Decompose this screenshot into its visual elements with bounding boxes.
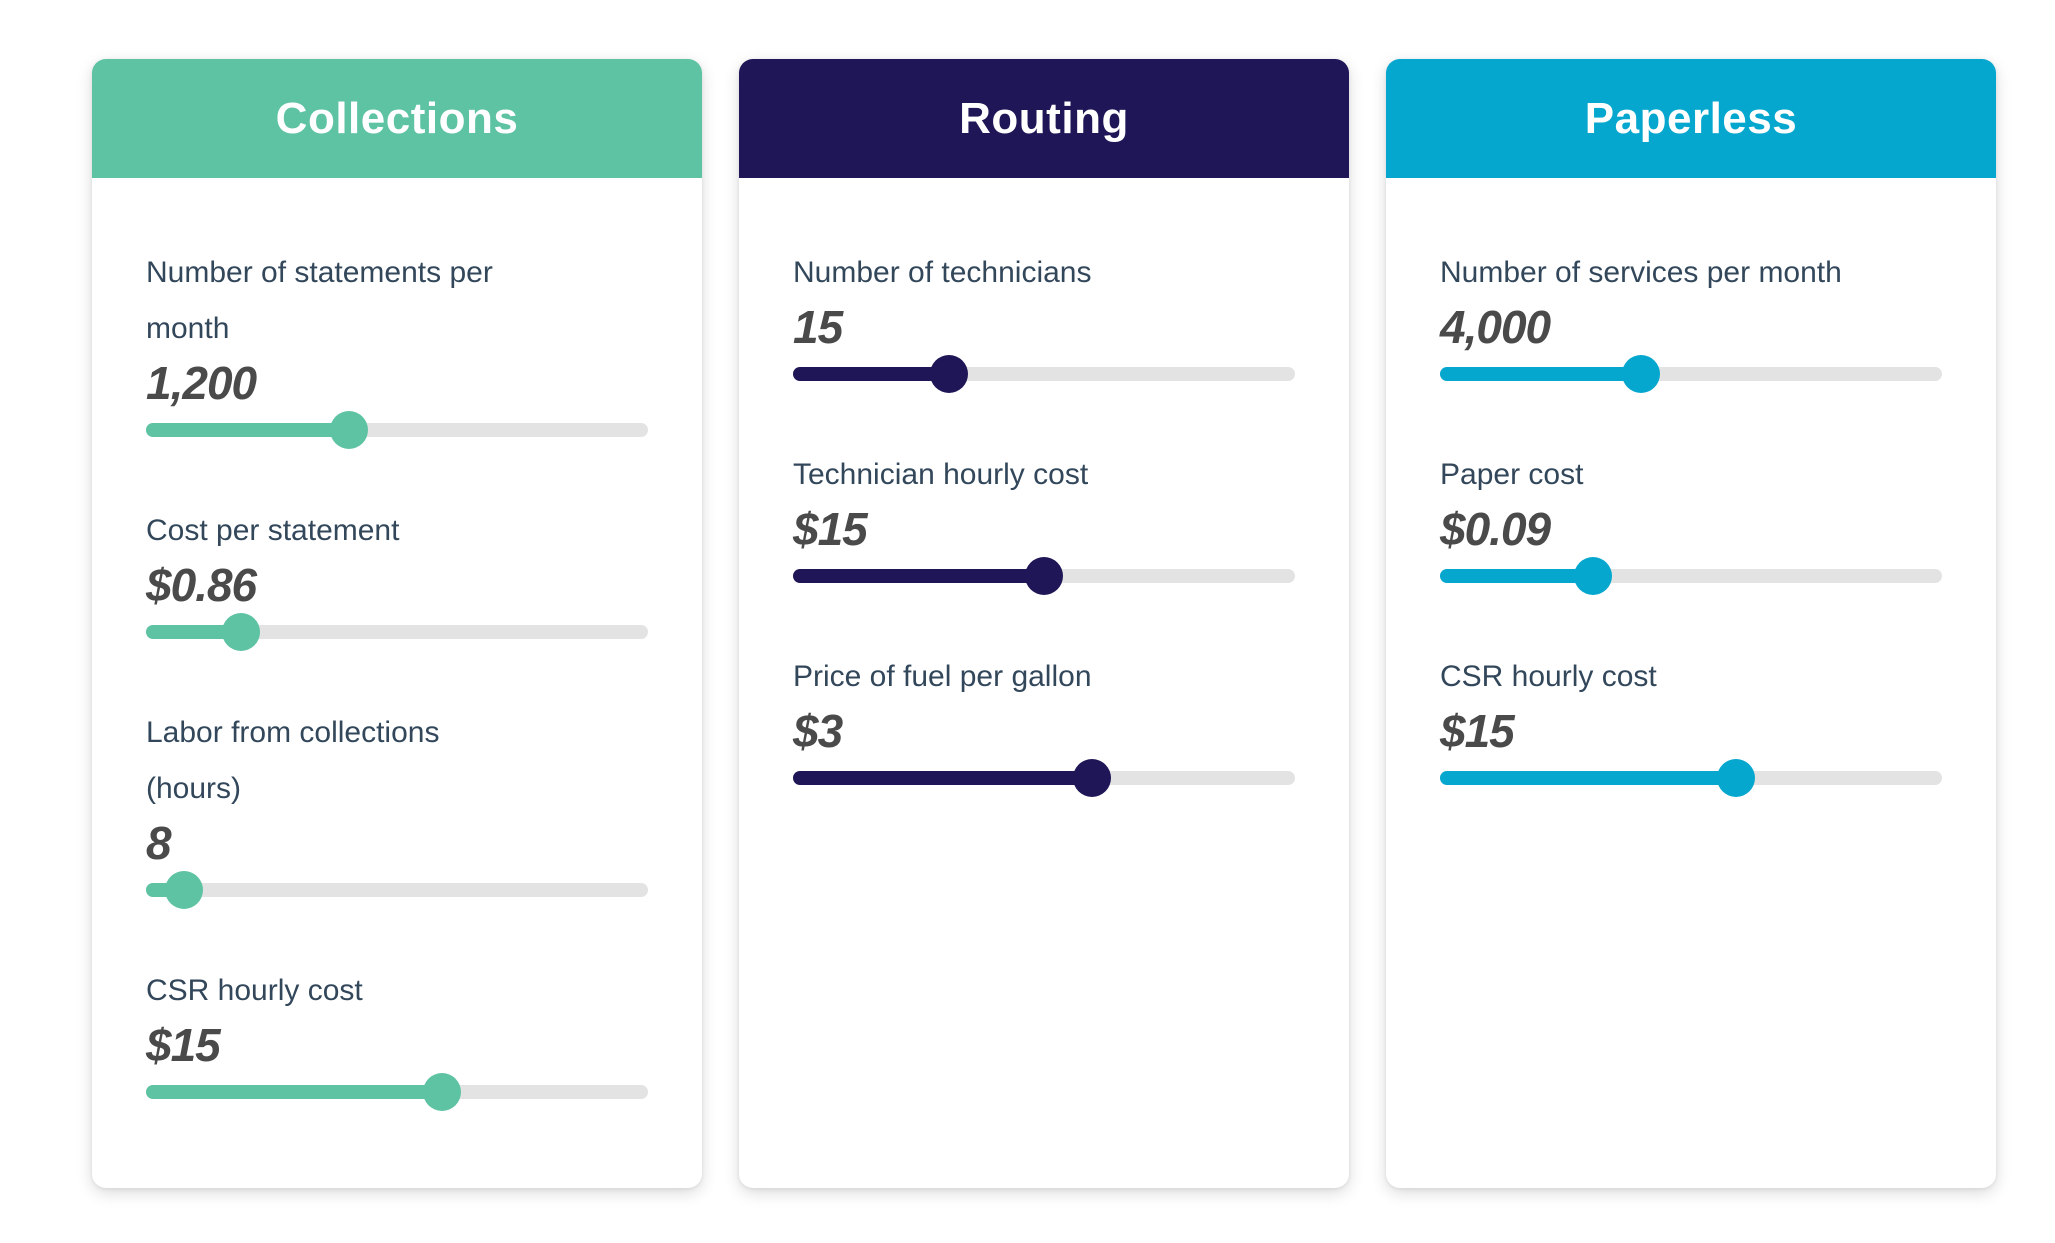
slider-thumb[interactable] [1574,557,1613,595]
services-per-month-slider[interactable] [1440,355,1942,393]
slider-fill [793,771,1092,785]
slider-track[interactable] [1440,557,1942,595]
collections-csr-hourly-cost-slider[interactable] [146,1073,648,1111]
collections-card: Collections Number of statements per mon… [92,59,702,1188]
fuel-price-slider[interactable] [793,759,1295,797]
slider-track[interactable] [146,1073,648,1111]
statements-per-month-slider[interactable] [146,411,648,449]
number-of-technicians-value: 15 [793,301,843,353]
technician-hourly-cost-slider[interactable] [793,557,1295,595]
services-per-month-value: 4,000 [1440,301,1551,353]
labor-from-collections-slider[interactable] [146,871,648,909]
paperless-card-body: Number of services per month 4,000 Paper… [1386,178,1996,797]
number-of-technicians-group: Number of technicians 15 [793,245,1295,393]
fuel-price-label: Price of fuel per gallon [793,660,1092,693]
slider-fill [1440,569,1594,583]
paperless-csr-hourly-cost-value: $15 [1440,705,1515,757]
paper-cost-label: Paper cost [1440,458,1584,491]
paper-cost-group: Paper cost $0.09 [1440,447,1942,595]
paper-cost-value: $0.09 [1440,503,1551,555]
labor-from-collections-label: Labor from collections (hours) [146,716,440,805]
labor-from-collections-value: 8 [146,817,172,869]
technician-hourly-cost-value: $15 [793,503,868,555]
slider-thumb[interactable] [929,355,968,393]
paperless-card-title: Paperless [1386,59,1996,178]
technician-hourly-cost-label: Technician hourly cost [793,458,1089,491]
slider-track[interactable] [793,557,1295,595]
services-per-month-label: Number of services per month [1440,256,1842,289]
routing-card: Routing Number of technicians 15 Technic… [739,59,1349,1188]
slider-track[interactable] [146,613,648,651]
labor-from-collections-group: Labor from collections (hours) 8 [146,705,648,909]
slider-thumb[interactable] [1717,759,1756,797]
cost-per-statement-label: Cost per statement [146,514,400,547]
slider-thumb[interactable] [1072,759,1111,797]
slider-fill [146,423,350,437]
collections-card-title: Collections [92,59,702,178]
fuel-price-value: $3 [793,705,843,757]
services-per-month-group: Number of services per month 4,000 [1440,245,1942,393]
number-of-technicians-label: Number of technicians [793,256,1092,289]
slider-thumb[interactable] [222,613,261,651]
slider-fill [793,569,1044,583]
slider-thumb[interactable] [423,1073,462,1111]
number-of-technicians-slider[interactable] [793,355,1295,393]
slider-track[interactable] [1440,759,1942,797]
slider-thumb[interactable] [164,871,203,909]
statements-per-month-value: 1,200 [146,357,257,409]
collections-card-body: Number of statements per month 1,200 Cos… [92,178,702,1111]
slider-fill [1440,771,1737,785]
slider-track[interactable] [793,759,1295,797]
routing-card-body: Number of technicians 15 Technician hour… [739,178,1349,797]
cards-row: Collections Number of statements per mon… [92,59,1996,1188]
routing-card-title: Routing [739,59,1349,178]
slider-thumb[interactable] [1621,355,1660,393]
statements-per-month-label: Number of statements per month [146,256,493,345]
slider-fill [1440,367,1641,381]
paperless-csr-hourly-cost-label: CSR hourly cost [1440,660,1657,693]
cost-per-statement-group: Cost per statement $0.86 [146,503,648,651]
slider-thumb[interactable] [1025,557,1063,595]
paperless-csr-hourly-cost-slider[interactable] [1440,759,1942,797]
slider-fill [793,367,949,381]
slider-fill [146,1085,443,1099]
fuel-price-group: Price of fuel per gallon $3 [793,649,1295,797]
technician-hourly-cost-group: Technician hourly cost $15 [793,447,1295,595]
slider-track[interactable] [793,355,1295,393]
collections-csr-hourly-cost-group: CSR hourly cost $15 [146,963,648,1111]
paperless-card: Paperless Number of services per month 4… [1386,59,1996,1188]
collections-csr-hourly-cost-label: CSR hourly cost [146,974,363,1007]
collections-csr-hourly-cost-value: $15 [146,1019,221,1071]
cost-per-statement-value: $0.86 [146,559,257,611]
paperless-csr-hourly-cost-group: CSR hourly cost $15 [1440,649,1942,797]
slider-track[interactable] [1440,355,1942,393]
slider-track[interactable] [146,411,648,449]
paper-cost-slider[interactable] [1440,557,1942,595]
slider-fill [146,625,242,639]
statements-per-month-group: Number of statements per month 1,200 [146,245,648,449]
cost-per-statement-slider[interactable] [146,613,648,651]
slider-track[interactable] [146,871,648,909]
slider-thumb[interactable] [330,411,369,449]
